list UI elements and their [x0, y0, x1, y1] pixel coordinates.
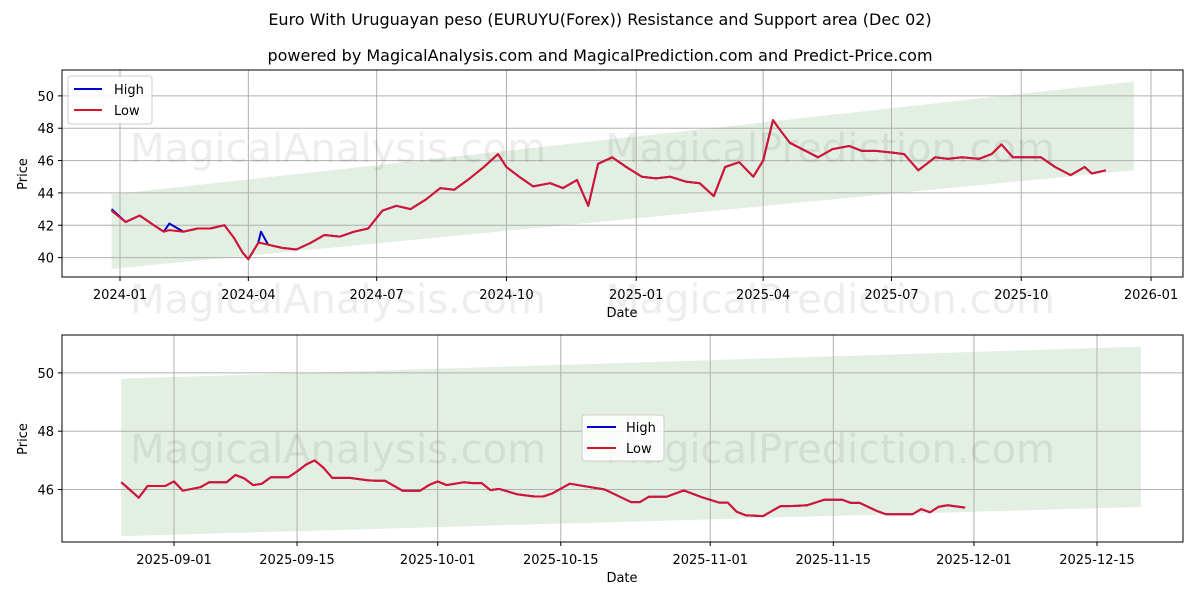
bottom-price-lines	[120, 459, 966, 518]
y-tick-label: 44	[37, 187, 54, 202]
bottom-watermark-1: MagicalAnalysis.com	[130, 427, 546, 473]
chart-title: Euro With Uruguayan peso (EURUYU(Forex))…	[268, 10, 932, 29]
x-tick-label: 2025-11-15	[796, 553, 872, 568]
top-price-lines	[110, 119, 1107, 261]
y-tick-label: 46	[37, 484, 54, 499]
bottom-watermark-2: MagicalPrediction.com	[605, 427, 1055, 473]
bottom-x-axis-label: Date	[606, 571, 637, 586]
bottom-price-chart: MagicalAnalysis.com MagicalPrediction.co…	[16, 334, 1184, 586]
x-tick-label: 2025-10-15	[523, 553, 599, 568]
bottom-y-axis: 46 48 50	[37, 367, 62, 499]
y-tick-label: 50	[37, 367, 54, 382]
bottom-axes-frame	[61, 334, 1184, 543]
top-watermark-2: MagicalPrediction.com	[605, 126, 1055, 172]
x-tick-label: 2025-11-01	[672, 553, 748, 568]
chart-subtitle: powered by MagicalAnalysis.com and Magic…	[267, 46, 933, 65]
top-watermark-3: MagicalAnalysis.com	[130, 277, 546, 323]
top-axes-frame	[61, 69, 1184, 278]
top-legend: High Low	[67, 75, 153, 125]
y-tick-label: 50	[37, 90, 54, 105]
bottom-x-axis: 2025-09-01 2025-09-15 2025-10-01 2025-10-15…	[136, 542, 1135, 568]
legend-high-label: High	[626, 421, 656, 436]
y-tick-label: 42	[37, 219, 54, 234]
x-tick-label: 2026-01	[1124, 288, 1178, 303]
x-tick-label: 2025-09-15	[259, 553, 335, 568]
y-tick-label: 46	[37, 155, 54, 170]
x-tick-label: 2025-04	[736, 288, 790, 303]
x-tick-label: 2025-10-01	[400, 553, 476, 568]
y-tick-label: 48	[37, 122, 54, 137]
x-tick-label: 2025-12-01	[936, 553, 1012, 568]
x-tick-label: 2024-07	[350, 288, 404, 303]
y-tick-label: 48	[37, 425, 54, 440]
series-low-line	[120, 459, 966, 518]
top-y-axis-label: Price	[16, 158, 31, 190]
x-tick-label: 2024-10	[479, 288, 533, 303]
x-tick-label: 2024-01	[93, 288, 147, 303]
x-tick-label: 2024-04	[221, 288, 275, 303]
legend-low-label: Low	[626, 442, 652, 457]
x-tick-label: 2025-01	[609, 288, 663, 303]
top-watermark-4: MagicalPrediction.com	[605, 277, 1055, 323]
top-y-axis: 40 42 44 46 48 50	[37, 90, 62, 267]
top-x-axis: 2024-01 2024-04 2024-07 2024-10 2025-01 2025-…	[93, 277, 1178, 303]
top-x-axis-label: Date	[606, 306, 637, 321]
bottom-legend: High Low	[581, 414, 665, 462]
legend-low-label: Low	[114, 104, 140, 119]
x-tick-label: 2025-07	[864, 288, 918, 303]
x-tick-label: 2025-12-15	[1059, 553, 1135, 568]
x-tick-label: 2025-09-01	[136, 553, 212, 568]
legend-high-label: High	[114, 83, 144, 98]
bottom-y-axis-label: Price	[16, 423, 31, 455]
x-tick-label: 2025-10	[994, 288, 1048, 303]
y-tick-label: 40	[37, 252, 54, 267]
series-low-line	[110, 119, 1107, 261]
top-price-chart: MagicalAnalysis.com MagicalPrediction.co…	[16, 69, 1184, 323]
top-watermark-1: MagicalAnalysis.com	[130, 126, 546, 172]
